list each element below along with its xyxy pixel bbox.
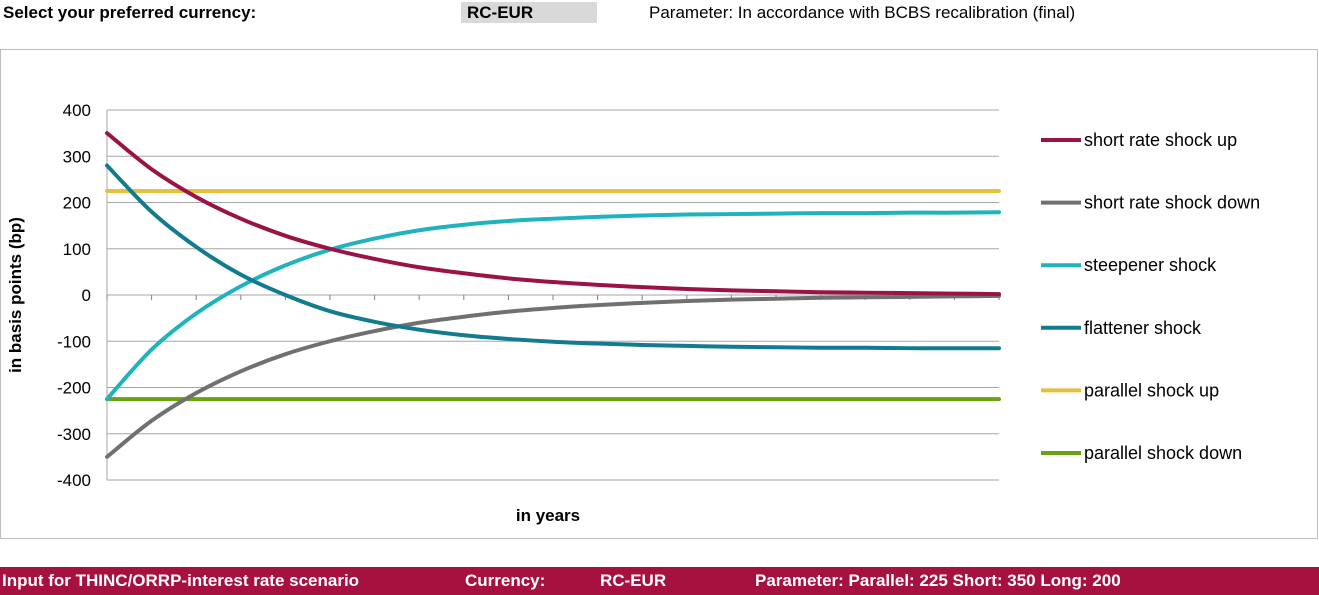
footer-title: Input for THINC/ORRP-interest rate scena… [2, 571, 360, 590]
y-tick-label: 0 [82, 286, 91, 305]
series-line-flattener-shock [105, 163, 1001, 351]
legend-label: steepener shock [1084, 255, 1217, 275]
series-line-short-rate-shock-down [105, 293, 1001, 459]
y-tick-label: 300 [63, 147, 91, 166]
legend-label: short rate shock down [1084, 193, 1260, 213]
y-tick-label: 100 [63, 240, 91, 259]
legend-label: parallel shock up [1084, 380, 1219, 400]
series-line-steepener-shock [105, 210, 1001, 402]
series-line-short-rate-shock-up [105, 131, 1001, 297]
x-axis-title: in years [516, 506, 580, 525]
y-tick-label: 400 [63, 101, 91, 120]
currency-select-label: Select your preferred currency: [3, 3, 257, 22]
y-tick-label: -300 [57, 425, 91, 444]
legend-label: flattener shock [1084, 318, 1202, 338]
y-axis-title: in basis points (bp) [6, 217, 25, 373]
legend-label: short rate shock up [1084, 130, 1237, 150]
footer-bar: Input for THINC/ORRP-interest rate scena… [0, 567, 1319, 595]
y-tick-label: -400 [57, 471, 91, 490]
y-tick-label: 200 [63, 194, 91, 213]
y-tick-label: -200 [57, 379, 91, 398]
footer-currency-value: RC-EUR [600, 571, 667, 590]
chart-area: 400 300 200 100 0 -100 -200 -300 -400 in years in … [0, 49, 1318, 539]
parameter-description: Parameter: In accordance with BCBS recal… [649, 3, 1076, 22]
footer-parameter: Parameter: Parallel: 225 Short: 350 Long… [755, 571, 1121, 590]
y-tick-label: -100 [57, 332, 91, 351]
footer-currency-label: Currency: [465, 571, 546, 590]
currency-dropdown[interactable]: RC-EUR [461, 2, 597, 23]
legend-label: parallel shock down [1084, 443, 1242, 463]
header-bar: Select your preferred currency: RC-EUR P… [0, 0, 1319, 30]
yield-shock-chart: 400 300 200 100 0 -100 -200 -300 -400 in years in … [6, 101, 1260, 525]
